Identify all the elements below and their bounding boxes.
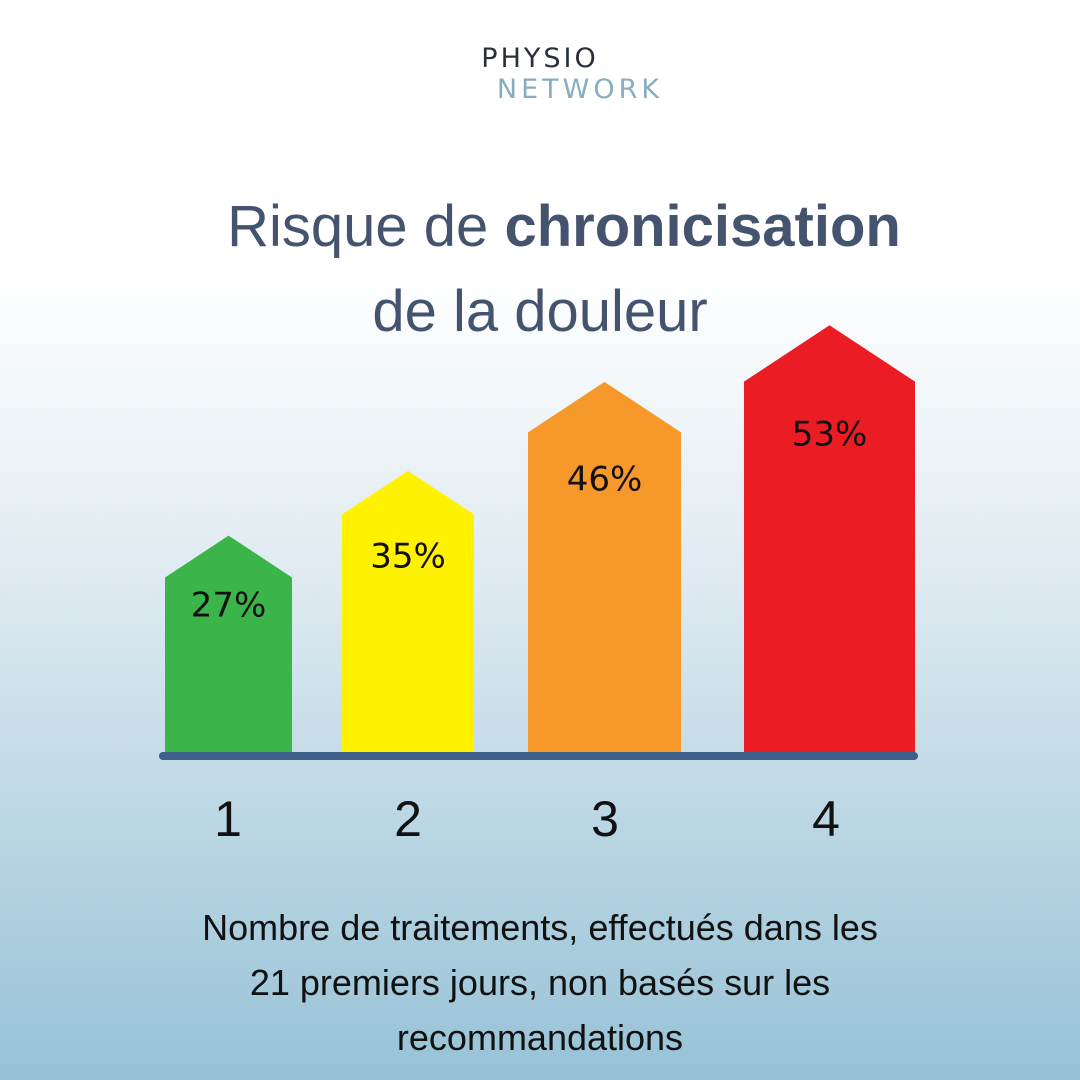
value-label-3: 46% [567, 459, 643, 499]
value-label-2: 35% [370, 536, 446, 576]
bar-4 [744, 325, 915, 754]
bar-1 [165, 536, 292, 754]
value-label-1: 27% [191, 585, 267, 625]
x-axis-label-line-2: 21 premiers jours, non basés sur les [0, 955, 1080, 1010]
x-axis-label-line-1: Nombre de traitements, effectués dans le… [0, 900, 1080, 955]
bar-3 [528, 382, 681, 754]
x-tick-label-2: 2 [394, 791, 422, 847]
x-tick-label-3: 3 [591, 791, 619, 847]
bar-2 [342, 471, 474, 754]
x-tick-label-1: 1 [214, 791, 242, 847]
value-label-4: 53% [792, 415, 868, 455]
x-axis-label-line-3: recommandations [0, 1010, 1080, 1065]
x-axis-label: Nombre de traitements, effectués dans le… [0, 900, 1080, 1065]
x-tick-label-4: 4 [812, 791, 840, 847]
